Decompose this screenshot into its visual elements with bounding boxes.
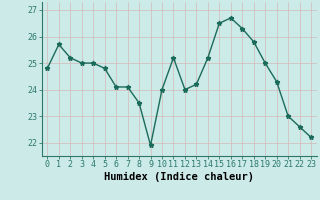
X-axis label: Humidex (Indice chaleur): Humidex (Indice chaleur) <box>104 172 254 182</box>
